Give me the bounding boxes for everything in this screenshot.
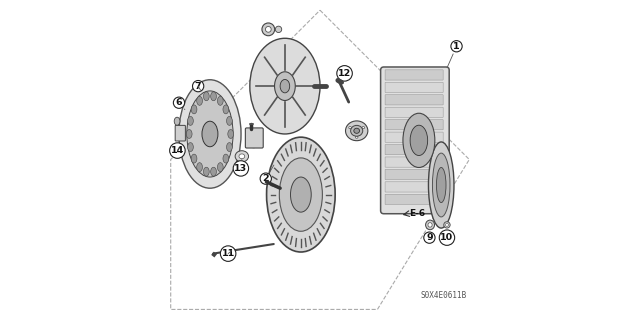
Ellipse shape <box>239 154 244 159</box>
FancyBboxPatch shape <box>385 82 443 93</box>
Ellipse shape <box>191 154 197 163</box>
Ellipse shape <box>275 72 295 100</box>
Ellipse shape <box>262 23 275 36</box>
Ellipse shape <box>174 117 180 125</box>
Ellipse shape <box>355 136 358 138</box>
Text: 5: 5 <box>356 126 362 135</box>
Ellipse shape <box>179 80 241 188</box>
Text: 6: 6 <box>176 98 182 107</box>
Text: S0X4E0611B: S0X4E0611B <box>420 291 467 300</box>
Ellipse shape <box>218 96 223 105</box>
Text: 9: 9 <box>426 233 433 242</box>
FancyBboxPatch shape <box>385 145 443 155</box>
FancyBboxPatch shape <box>385 182 443 192</box>
Ellipse shape <box>186 130 192 138</box>
Ellipse shape <box>188 116 193 125</box>
Ellipse shape <box>218 163 223 172</box>
Ellipse shape <box>362 126 365 129</box>
Text: 3: 3 <box>250 137 257 146</box>
Ellipse shape <box>433 153 450 217</box>
FancyBboxPatch shape <box>385 157 443 167</box>
Ellipse shape <box>444 222 450 228</box>
Ellipse shape <box>291 177 311 212</box>
Ellipse shape <box>227 116 232 125</box>
Ellipse shape <box>349 126 351 129</box>
Ellipse shape <box>410 125 428 155</box>
Ellipse shape <box>211 167 216 176</box>
Ellipse shape <box>351 125 363 136</box>
Text: E-6: E-6 <box>410 209 426 218</box>
Text: 1: 1 <box>453 42 460 51</box>
Ellipse shape <box>403 113 435 167</box>
Text: 13: 13 <box>234 164 248 173</box>
FancyBboxPatch shape <box>385 70 443 80</box>
Ellipse shape <box>346 121 368 141</box>
Ellipse shape <box>204 167 209 176</box>
Ellipse shape <box>211 92 216 101</box>
Ellipse shape <box>267 137 335 252</box>
Ellipse shape <box>204 92 209 101</box>
Ellipse shape <box>223 154 228 163</box>
Text: 10: 10 <box>440 233 454 242</box>
FancyBboxPatch shape <box>245 128 263 148</box>
Ellipse shape <box>266 26 271 32</box>
Ellipse shape <box>428 142 454 228</box>
FancyBboxPatch shape <box>385 194 443 204</box>
Ellipse shape <box>191 105 197 114</box>
Ellipse shape <box>445 223 449 226</box>
Ellipse shape <box>428 223 432 227</box>
Ellipse shape <box>279 158 323 231</box>
Ellipse shape <box>280 79 290 93</box>
Ellipse shape <box>228 130 234 138</box>
Ellipse shape <box>188 143 193 152</box>
Ellipse shape <box>275 26 282 33</box>
Ellipse shape <box>187 91 233 177</box>
FancyBboxPatch shape <box>381 67 449 214</box>
Ellipse shape <box>436 167 446 203</box>
Ellipse shape <box>196 96 202 105</box>
Ellipse shape <box>250 38 320 134</box>
Ellipse shape <box>235 151 248 162</box>
Ellipse shape <box>227 143 232 152</box>
Text: 2: 2 <box>262 174 269 183</box>
Ellipse shape <box>196 163 202 172</box>
Text: 7: 7 <box>195 82 202 91</box>
FancyBboxPatch shape <box>385 95 443 105</box>
Ellipse shape <box>202 121 218 147</box>
Text: 12: 12 <box>338 69 351 78</box>
FancyBboxPatch shape <box>175 125 186 141</box>
Ellipse shape <box>426 220 435 230</box>
Ellipse shape <box>223 105 228 114</box>
Ellipse shape <box>354 128 360 133</box>
Text: 14: 14 <box>171 146 184 155</box>
FancyBboxPatch shape <box>385 120 443 130</box>
Text: 11: 11 <box>221 249 235 258</box>
FancyBboxPatch shape <box>385 132 443 142</box>
FancyBboxPatch shape <box>385 169 443 180</box>
FancyBboxPatch shape <box>385 107 443 117</box>
